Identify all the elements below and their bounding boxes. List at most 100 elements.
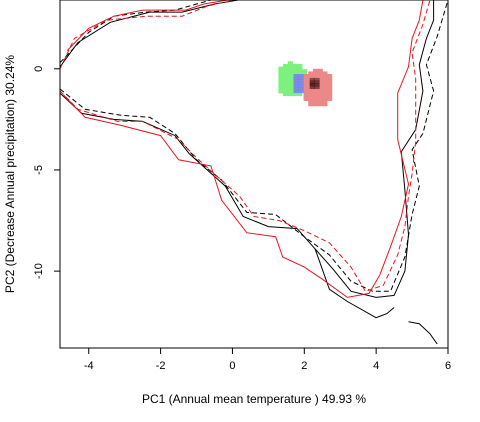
density-cell: [303, 79, 309, 83]
density-cell: [301, 69, 308, 73]
density-cell: [322, 97, 328, 101]
density-cell: [309, 85, 315, 90]
density-cell: [312, 71, 319, 75]
density-cell: [303, 74, 309, 78]
density-cell: [326, 79, 333, 83]
density-cell: [287, 79, 294, 83]
density-cell: [312, 97, 319, 101]
density-cell: [303, 87, 309, 91]
density-patch-red: [303, 68, 333, 107]
density-cell: [278, 71, 284, 76]
density-cell: [287, 82, 294, 86]
density-cell: [287, 66, 294, 70]
density-cell: [293, 87, 299, 91]
density-cell: [312, 92, 319, 96]
density-cell: [278, 82, 284, 86]
density-cell: [283, 82, 289, 86]
density-cell: [326, 97, 333, 101]
density-cell: [293, 79, 299, 83]
density-cell: [292, 69, 298, 73]
x-axis-title: PC1 (Annual mean temperature ) 49.93 %: [142, 392, 366, 406]
density-cell: [287, 77, 294, 81]
x-tick-label: -4: [84, 360, 94, 372]
density-cell: [287, 90, 294, 94]
density-cell: [312, 95, 319, 99]
density-cell: [283, 79, 289, 83]
density-cell: [287, 61, 294, 65]
density-cell: [283, 77, 289, 81]
density-cell: [322, 92, 328, 96]
density-cell: [278, 77, 284, 81]
density-cell: [278, 69, 284, 73]
contour-dashed-red-upper-edge: [60, 0, 237, 70]
density-cell: [297, 66, 303, 70]
density-cell: [303, 95, 309, 99]
density-cell: [292, 66, 298, 70]
density-cell: [317, 87, 323, 91]
density-cell: [312, 102, 319, 107]
density-cell: [283, 92, 289, 97]
density-cell: [317, 68, 323, 73]
density-patches: [278, 61, 333, 107]
x-tick-label: 6: [445, 360, 451, 372]
density-cell: [278, 90, 284, 94]
density-cell: [317, 89, 323, 94]
density-cell: [297, 71, 303, 76]
density-cell: [326, 76, 333, 80]
density-cell: [317, 84, 323, 88]
density-cell: [308, 89, 314, 94]
contour-solid-red-upper-edge: [66, 0, 231, 51]
density-cell: [303, 81, 309, 86]
contour-solid-red-outline: [63, 0, 424, 298]
density-cell: [322, 79, 328, 83]
density-cell: [312, 68, 319, 73]
density-cell: [298, 79, 304, 83]
density-cell: [322, 87, 328, 91]
density-cell: [292, 63, 298, 68]
density-cell: [278, 87, 284, 91]
density-cell: [303, 97, 309, 101]
x-tick-label: 0: [229, 360, 235, 372]
density-cell: [322, 95, 328, 99]
density-cell: [326, 95, 333, 99]
density-cell: [298, 76, 304, 80]
density-cell: [303, 76, 309, 80]
density-cell: [308, 74, 314, 78]
plot-frame: [59, 0, 449, 349]
density-cell: [317, 100, 323, 104]
density-cell: [293, 84, 299, 88]
density-cell: [317, 92, 323, 96]
density-cell: [314, 80, 320, 84]
density-cell: [293, 74, 299, 78]
density-cell: [308, 95, 314, 99]
x-axis: -4 -2 0 2 4 6: [84, 348, 451, 372]
density-cell: [287, 69, 294, 73]
density-cell: [308, 92, 314, 96]
density-cell: [326, 89, 333, 94]
density-cell: [297, 92, 303, 97]
density-cell: [283, 74, 289, 78]
density-cell: [309, 83, 315, 87]
density-cell: [317, 76, 323, 80]
density-cell: [326, 84, 333, 88]
density-cell: [278, 84, 284, 89]
density-patch-dark: [309, 77, 320, 90]
density-cell: [312, 89, 319, 94]
density-cell: [293, 76, 299, 80]
y-axis: 0 -5 -10: [33, 66, 60, 279]
density-cell: [287, 63, 294, 68]
density-cell: [317, 102, 323, 107]
density-cell: [322, 81, 328, 86]
density-cell: [317, 97, 323, 101]
x-tick-label: 2: [301, 360, 307, 372]
density-cell: [326, 81, 333, 86]
x-tick-label: 4: [373, 360, 379, 372]
density-cell: [312, 76, 319, 80]
contour-dashed-black-outline: [60, 0, 448, 292]
density-cell: [322, 84, 328, 88]
density-cell: [283, 84, 289, 89]
density-cell: [322, 102, 328, 107]
density-cell: [292, 92, 298, 97]
density-cell: [322, 89, 328, 94]
density-cell: [309, 80, 315, 84]
